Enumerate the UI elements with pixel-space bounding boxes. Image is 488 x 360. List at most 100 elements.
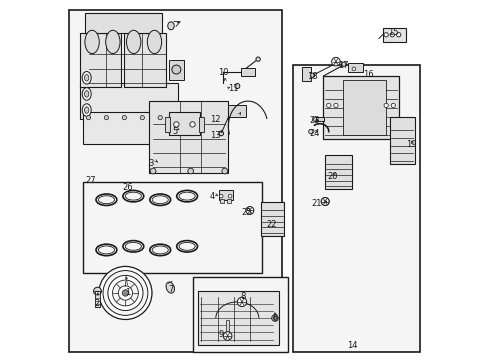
Bar [227, 199, 230, 203]
Ellipse shape [85, 30, 99, 54]
Text: 9: 9 [218, 330, 224, 339]
Ellipse shape [383, 33, 387, 37]
Ellipse shape [341, 62, 346, 66]
Ellipse shape [93, 287, 101, 295]
Bar [149, 101, 228, 173]
Ellipse shape [219, 131, 223, 136]
Ellipse shape [105, 30, 120, 54]
Ellipse shape [82, 72, 91, 84]
Bar [241, 68, 255, 76]
Bar [198, 291, 278, 345]
Bar [85, 13, 162, 33]
Ellipse shape [310, 73, 314, 77]
Bar [95, 291, 100, 307]
Ellipse shape [173, 122, 179, 127]
Bar [301, 67, 310, 81]
Ellipse shape [166, 282, 174, 293]
Text: 4: 4 [209, 192, 214, 201]
Ellipse shape [228, 194, 231, 198]
Bar [69, 10, 282, 352]
Bar [325, 155, 351, 189]
Ellipse shape [82, 87, 91, 100]
Ellipse shape [222, 168, 227, 174]
Text: 27: 27 [85, 176, 96, 185]
Text: 23: 23 [308, 116, 319, 125]
Ellipse shape [122, 290, 128, 296]
Text: 2: 2 [95, 299, 100, 308]
Text: 13: 13 [210, 131, 221, 140]
Text: 8: 8 [240, 292, 245, 301]
Text: 7: 7 [168, 285, 173, 294]
Bar [83, 182, 262, 273]
Bar [323, 76, 398, 139]
Ellipse shape [389, 33, 394, 37]
Bar [164, 117, 170, 132]
Bar [292, 65, 419, 352]
Bar [198, 117, 203, 132]
Bar [382, 28, 405, 42]
Bar [169, 60, 183, 80]
Bar [169, 112, 199, 135]
Ellipse shape [312, 117, 316, 121]
Ellipse shape [126, 30, 141, 54]
Text: 19: 19 [405, 140, 416, 149]
Bar [228, 105, 246, 117]
Ellipse shape [187, 168, 193, 174]
Bar [343, 80, 386, 135]
Ellipse shape [112, 280, 138, 306]
Ellipse shape [150, 168, 156, 174]
Text: 20: 20 [326, 172, 337, 181]
Ellipse shape [245, 207, 253, 215]
Ellipse shape [118, 286, 132, 300]
Ellipse shape [84, 75, 89, 81]
Ellipse shape [234, 84, 239, 89]
Ellipse shape [383, 103, 387, 108]
Bar [220, 199, 223, 203]
Ellipse shape [326, 103, 330, 108]
Bar [192, 277, 287, 352]
Text: 10: 10 [217, 68, 228, 77]
Ellipse shape [108, 275, 142, 311]
Text: 21: 21 [310, 199, 321, 208]
Ellipse shape [86, 116, 90, 120]
Text: 5: 5 [172, 127, 177, 136]
Bar [219, 190, 233, 200]
Ellipse shape [223, 332, 231, 340]
Ellipse shape [390, 103, 395, 108]
Ellipse shape [237, 297, 246, 307]
Text: 15: 15 [387, 28, 398, 37]
Ellipse shape [103, 271, 147, 315]
Ellipse shape [171, 65, 181, 74]
Ellipse shape [396, 33, 400, 37]
Ellipse shape [333, 103, 337, 108]
Bar [83, 112, 169, 144]
Ellipse shape [271, 315, 278, 321]
Ellipse shape [351, 67, 355, 71]
Ellipse shape [308, 130, 312, 134]
Text: 11: 11 [228, 84, 239, 93]
Ellipse shape [331, 57, 340, 66]
Ellipse shape [255, 57, 260, 61]
Bar [348, 63, 362, 72]
Text: 12: 12 [210, 114, 221, 123]
Ellipse shape [104, 116, 108, 120]
Ellipse shape [273, 316, 276, 320]
Ellipse shape [122, 116, 126, 120]
Bar [80, 33, 121, 87]
Bar [260, 202, 284, 235]
Text: 1: 1 [125, 288, 130, 297]
Ellipse shape [189, 122, 195, 127]
Text: 18: 18 [306, 72, 317, 81]
Text: 6: 6 [272, 314, 277, 323]
Text: 17: 17 [337, 61, 348, 70]
Ellipse shape [99, 266, 152, 319]
Text: 3: 3 [148, 159, 154, 168]
Ellipse shape [167, 22, 174, 30]
Ellipse shape [84, 91, 89, 97]
Ellipse shape [219, 194, 223, 198]
Ellipse shape [140, 116, 144, 120]
Ellipse shape [321, 198, 328, 206]
Text: 16: 16 [362, 70, 373, 79]
Bar [124, 33, 165, 87]
Bar [226, 320, 228, 334]
